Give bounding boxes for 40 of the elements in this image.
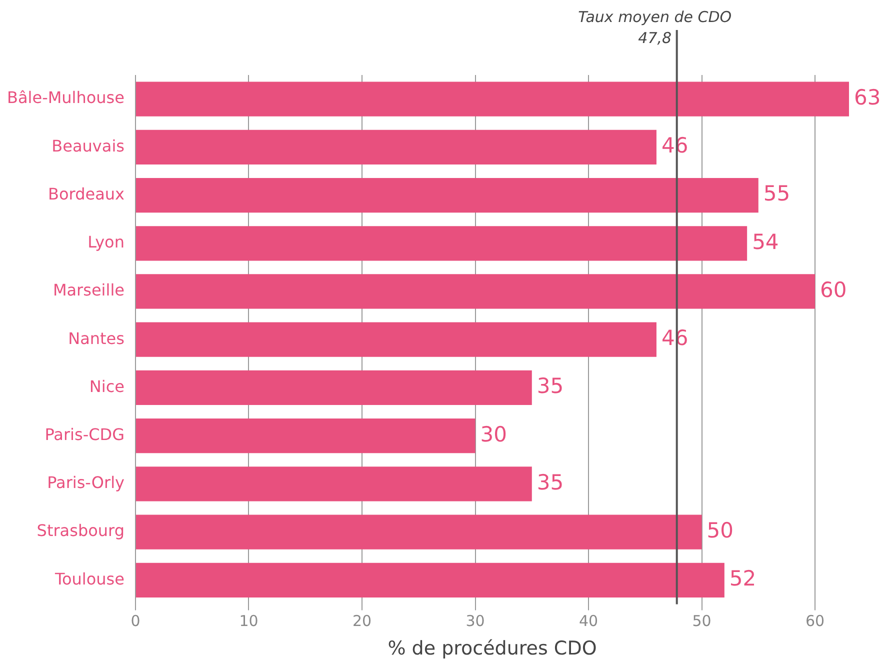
bar <box>136 274 816 309</box>
y-tick-label: Marseille <box>52 280 124 300</box>
y-tick-label: Bâle-Mulhouse <box>7 88 124 108</box>
y-tick-label: Lyon <box>88 232 124 252</box>
bar <box>136 178 758 213</box>
data-label: 54 <box>752 230 779 254</box>
bar <box>136 466 532 502</box>
x-tick-label: 30 <box>466 612 485 630</box>
bar <box>136 322 656 357</box>
bar <box>136 418 476 454</box>
y-tick-label: Paris-CDG <box>44 424 124 444</box>
x-axis-title: % de procédures CDO <box>388 638 597 660</box>
x-tick-label: 50 <box>692 612 712 630</box>
data-label: 50 <box>706 518 734 542</box>
data-label: 30 <box>480 422 507 446</box>
y-tick-label: Paris-Orly <box>47 473 124 492</box>
data-label: 52 <box>729 566 756 591</box>
data-label: 55 <box>763 182 790 206</box>
bar <box>136 370 532 406</box>
x-tick-label: 60 <box>805 612 825 630</box>
bar <box>136 562 724 598</box>
y-tick-label: Nice <box>89 376 124 396</box>
data-label: 63 <box>854 86 881 110</box>
x-tick-label: 10 <box>239 612 258 630</box>
data-label: 60 <box>820 278 847 302</box>
bar <box>136 130 656 164</box>
data-label: 35 <box>536 470 564 494</box>
x-tick-label: 0 <box>130 612 140 630</box>
y-tick-label: Nantes <box>68 328 124 348</box>
x-tick-label: 20 <box>352 612 372 630</box>
y-tick-label: Beauvais <box>52 136 124 156</box>
y-tick-label: Toulouse <box>54 569 124 588</box>
bar <box>136 514 702 550</box>
bar <box>136 226 748 261</box>
ref-line-label: Taux moyen de CDO 47,8 <box>578 8 732 47</box>
y-tick-label: Strasbourg <box>36 521 124 540</box>
x-tick-label: 40 <box>578 612 598 630</box>
y-tick-label: Bordeaux <box>48 184 124 204</box>
bar <box>136 82 849 116</box>
data-label: 35 <box>536 374 564 398</box>
